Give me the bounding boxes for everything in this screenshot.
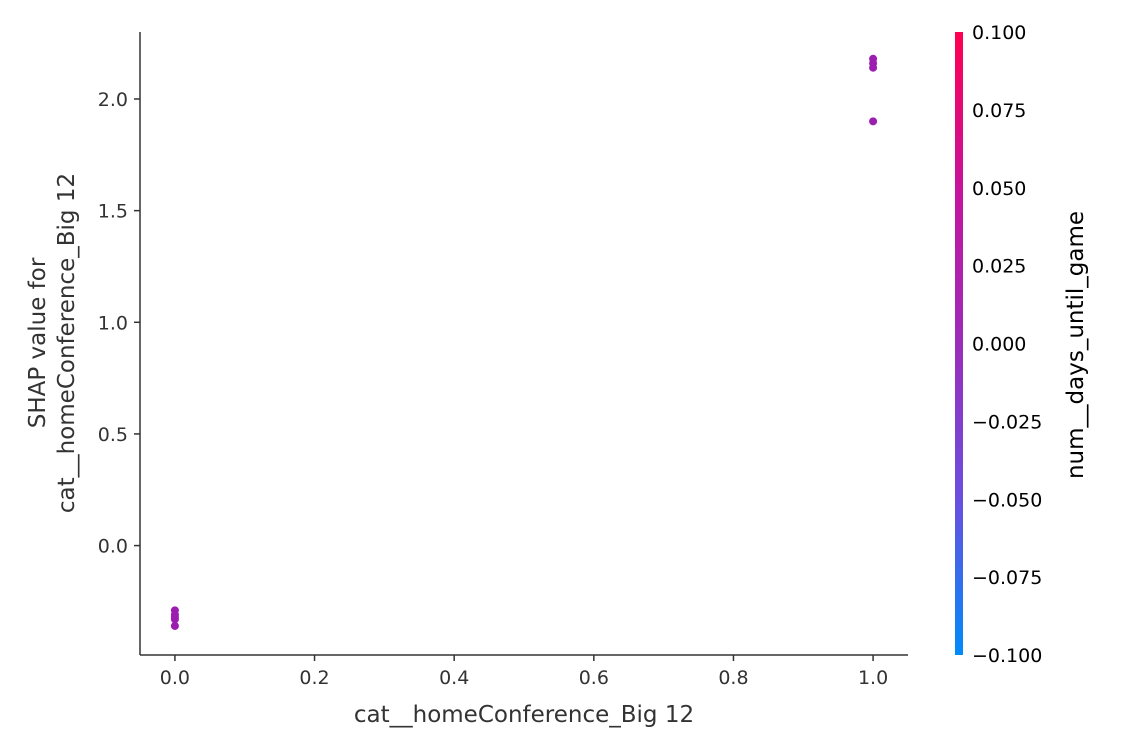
colorbar [955, 32, 963, 655]
x-tick-label: 0.0 [160, 667, 190, 689]
colorbar-tick-label: 0.075 [972, 100, 1026, 122]
y-tick-label: 1.0 [98, 312, 128, 334]
y-axis-label-line1: SHAP value for [25, 257, 51, 428]
x-axis-label: cat__homeConference_Big 12 [354, 702, 694, 728]
colorbar-tick-label: 0.050 [972, 178, 1026, 200]
x-tick-label: 0.6 [579, 667, 609, 689]
colorbar-tick-label: 0.000 [972, 334, 1026, 356]
x-axis-ticks: 0.0 0.2 0.4 0.6 0.8 1.0 [160, 655, 888, 689]
x-tick-label: 0.8 [718, 667, 748, 689]
scatter-points [170, 54, 878, 630]
y-axis-label-line2: cat__homeConference_Big 12 [54, 173, 80, 513]
colorbar-tick-label: 0.100 [972, 22, 1026, 44]
scatter-point [869, 63, 878, 72]
y-axis-ticks: 0.0 0.5 1.0 1.5 2.0 [98, 89, 140, 558]
colorbar-tick-label: −0.050 [972, 489, 1042, 511]
colorbar-tick-label: −0.100 [972, 645, 1042, 667]
x-tick-label: 0.2 [299, 667, 329, 689]
y-tick-label: 0.0 [98, 536, 128, 558]
y-axis-label: SHAP value for cat__homeConference_Big 1… [25, 173, 80, 513]
scatter-point [170, 621, 179, 630]
colorbar-tick-label: 0.025 [972, 256, 1026, 278]
x-tick-label: 0.4 [439, 667, 469, 689]
scatter-point [170, 615, 179, 624]
y-tick-label: 0.5 [98, 424, 128, 446]
colorbar-ticks: 0.100 0.075 0.050 0.025 0.000 −0.025 −0.050 −0.… [972, 22, 1042, 667]
colorbar-label: num__days_until_game [1063, 211, 1089, 479]
colorbar-tick-label: −0.025 [972, 411, 1042, 433]
scatter-point [869, 117, 878, 126]
y-tick-label: 1.5 [98, 201, 128, 223]
x-tick-label: 1.0 [858, 667, 888, 689]
colorbar-tick-label: −0.075 [972, 567, 1042, 589]
y-tick-label: 2.0 [98, 89, 128, 111]
